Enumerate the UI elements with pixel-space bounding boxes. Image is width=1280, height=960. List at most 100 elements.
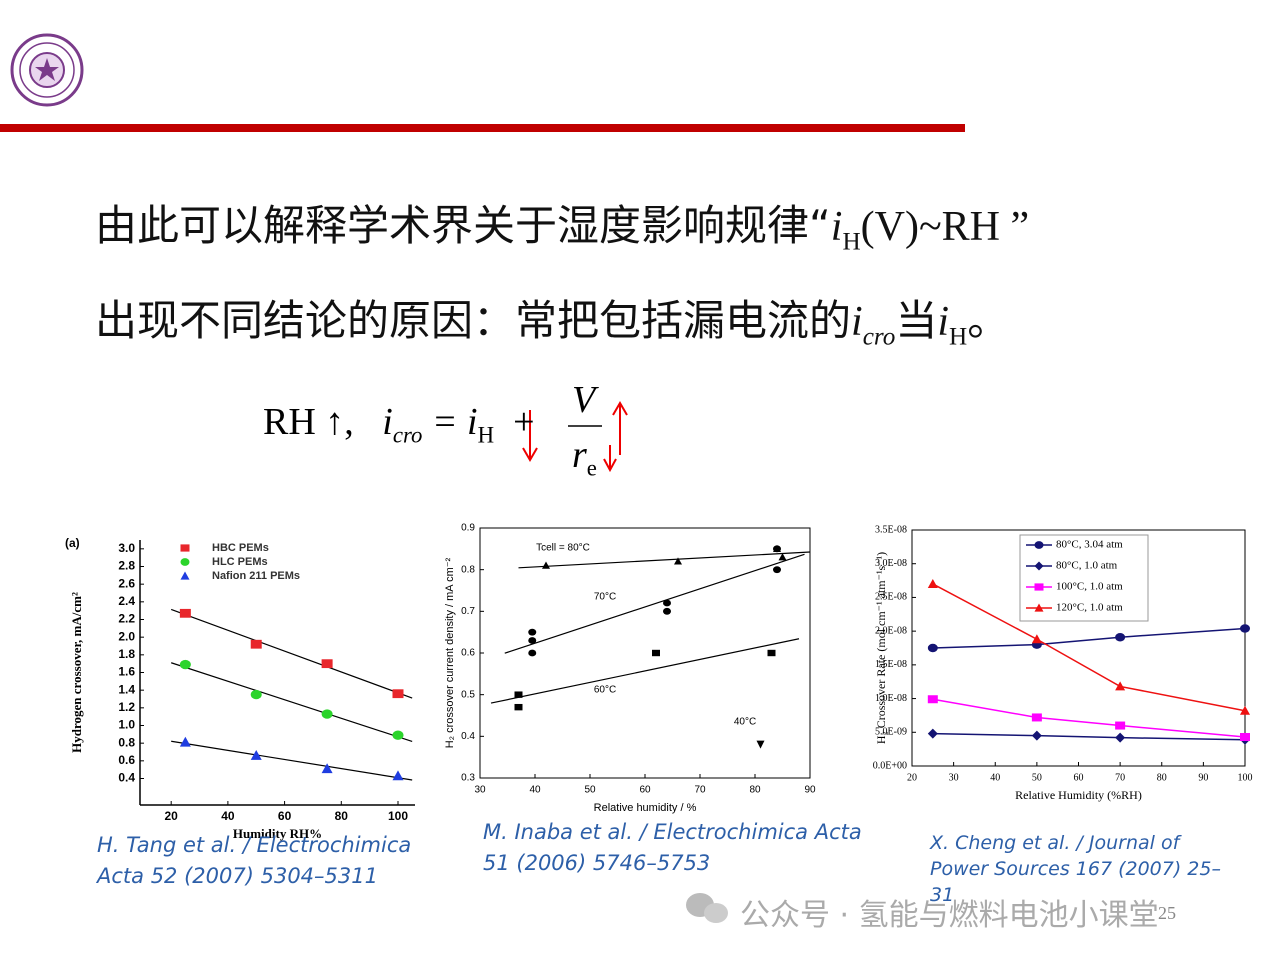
- fit-line: [171, 740, 413, 781]
- marker: [321, 659, 333, 669]
- text: +: [513, 401, 535, 443]
- series-label: Tcell = 80°C: [536, 543, 590, 554]
- wechat-icon: [686, 893, 728, 923]
- chart-title: (a): [65, 536, 80, 550]
- x-tick-label: 30: [474, 785, 486, 796]
- marker: [250, 689, 262, 700]
- text-line-2: 出现不同结论的原因：常把包括漏电流的icro当iH。: [95, 287, 1009, 351]
- legend-label: HBC PEMs: [212, 542, 269, 554]
- x-tick-label: 80: [749, 785, 761, 796]
- series-line: [932, 732, 1246, 741]
- marker: [179, 736, 191, 747]
- marker: [1031, 713, 1042, 722]
- series-label: 70°C: [594, 592, 616, 603]
- subscript: cro: [862, 323, 896, 351]
- legend-label: 100°C, 1.0 atm: [1056, 581, 1123, 593]
- y-axis-label: H₂ crossover current density / mA cm⁻²: [444, 557, 456, 748]
- variable: i: [382, 401, 393, 443]
- variable: i: [830, 204, 843, 250]
- y-tick-label: 2.6: [118, 576, 135, 590]
- legend-label: 120°C, 1.0 atm: [1056, 602, 1123, 614]
- x-tick-label: 50: [1032, 772, 1042, 783]
- x-tick-label: 70: [694, 785, 706, 796]
- marker: [773, 566, 781, 574]
- legend-marker: [180, 558, 190, 566]
- marker: [927, 643, 938, 653]
- text: 当: [895, 296, 938, 345]
- y-tick-label: 2.8: [118, 559, 135, 573]
- y-tick-label: 2.2: [118, 612, 135, 626]
- y-tick-label: 2.0: [118, 629, 135, 643]
- x-tick-label: 100: [1238, 772, 1253, 783]
- marker: [179, 659, 191, 670]
- y-tick-label: 1.0E-08: [875, 693, 907, 704]
- marker: [1240, 624, 1250, 633]
- y-tick-label: 3.0E-08: [875, 558, 907, 569]
- marker: [663, 599, 671, 607]
- fit-line: [504, 553, 805, 654]
- series-label: 40°C: [734, 717, 756, 728]
- y-tick-label: 1.2: [118, 700, 135, 714]
- marker: [778, 553, 787, 561]
- x-tick-label: 100: [388, 809, 408, 823]
- legend-frame: [1019, 534, 1149, 622]
- marker: [1115, 632, 1126, 642]
- y-tick-label: 1.0: [118, 718, 135, 732]
- marker: [674, 557, 682, 565]
- text: (V)~RH ”: [860, 204, 1030, 250]
- marker: [392, 770, 404, 781]
- marker: [528, 649, 537, 657]
- citation: X. Cheng et al. / Journal of Power Sourc…: [930, 832, 1221, 906]
- x-tick-label: 60: [278, 809, 292, 823]
- x-tick-label: 40: [990, 772, 1000, 783]
- formula: RH ↑, icro = iH +: [263, 400, 535, 449]
- y-tick-label: 0.0E+00: [873, 760, 907, 771]
- y-axis-label: H₂ Crossover Rate (mol cm⁻¹ atm⁻¹s⁻¹): [874, 552, 888, 744]
- numerator: V: [572, 379, 596, 421]
- y-axis-label: Hydrogen crossover, mA/cm²: [69, 592, 84, 753]
- chart: 0.3 0.4 0.5 0.6 0.7 0.8 0.9 30 40 50 60 70 80 90 Relat…: [444, 523, 816, 814]
- x-tick-label: 80: [335, 809, 349, 823]
- marker: [528, 628, 537, 636]
- legend-marker: [1034, 603, 1044, 612]
- marker: [1115, 732, 1126, 743]
- variable: r: [572, 434, 587, 476]
- y-tick-label: 5.0E-09: [875, 727, 907, 738]
- y-tick-label: 0.9: [461, 523, 475, 534]
- marker: [1115, 681, 1126, 691]
- x-axis-label: Humidity RH%: [233, 826, 322, 841]
- variable: i: [937, 299, 950, 345]
- marker: [250, 750, 262, 760]
- chart: 3.0 2.8 2.6 2.4 2.2 2.0 1.8 1.6 1.4 1.2 1.0 0.8 0.6 0…: [65, 536, 415, 841]
- fit-line: [518, 551, 811, 569]
- x-tick-label: 90: [804, 785, 816, 796]
- x-tick-label: 80: [1157, 772, 1167, 783]
- marker: [392, 730, 404, 740]
- marker: [250, 639, 262, 649]
- marker: [927, 695, 938, 704]
- subscript: H: [842, 228, 861, 256]
- marker: [1240, 705, 1250, 715]
- x-tick-label: 50: [584, 785, 596, 796]
- legend-marker: [1034, 583, 1044, 591]
- y-tick-label: 0.3: [461, 773, 475, 784]
- marker: [1031, 730, 1042, 741]
- text-line-1: 由此可以解释学术界关于湿度影响规律“iH(V)~RH ”: [95, 192, 1029, 256]
- marker: [321, 709, 333, 719]
- fit-line: [170, 608, 413, 699]
- y-tick-label: 0.4: [461, 731, 475, 742]
- x-tick-label: 20: [165, 809, 179, 823]
- marker: [179, 608, 191, 618]
- legend-marker: [1034, 561, 1044, 571]
- subscript: cro: [392, 422, 423, 448]
- legend-marker: [180, 571, 190, 580]
- x-tick-label: 40: [529, 785, 541, 796]
- x-tick-label: 40: [221, 809, 235, 823]
- y-tick-label: 0.7: [461, 606, 475, 617]
- watermark: 公众号 · 氢能与燃料电池小课堂: [740, 898, 1159, 933]
- y-tick-label: 0.5: [461, 689, 475, 700]
- y-tick-label: 0.8: [461, 564, 475, 575]
- y-tick-label: 1.5E-08: [875, 659, 907, 670]
